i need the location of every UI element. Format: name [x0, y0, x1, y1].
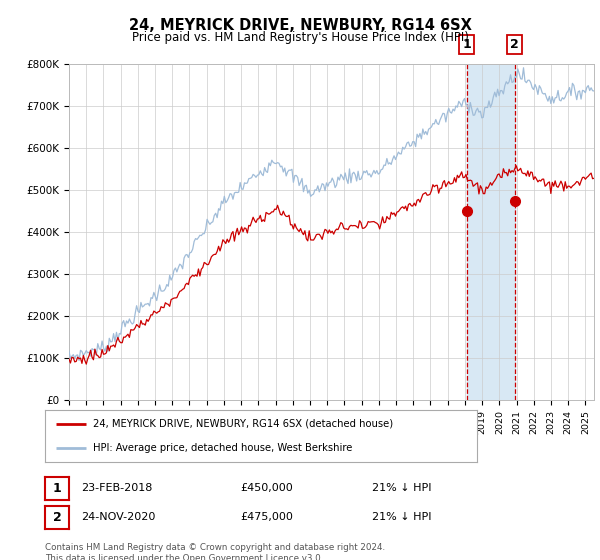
Text: £450,000: £450,000 — [240, 483, 293, 493]
Bar — [467, 64, 515, 400]
Text: HPI: Average price, detached house, West Berkshire: HPI: Average price, detached house, West… — [92, 443, 352, 453]
Text: 2: 2 — [511, 38, 519, 51]
Text: Price paid vs. HM Land Registry's House Price Index (HPI): Price paid vs. HM Land Registry's House … — [131, 31, 469, 44]
Text: 1: 1 — [463, 38, 472, 51]
Text: Contains HM Land Registry data © Crown copyright and database right 2024.
This d: Contains HM Land Registry data © Crown c… — [45, 543, 385, 560]
Text: 24, MEYRICK DRIVE, NEWBURY, RG14 6SX (detached house): 24, MEYRICK DRIVE, NEWBURY, RG14 6SX (de… — [92, 419, 392, 429]
Text: 24-NOV-2020: 24-NOV-2020 — [81, 512, 155, 522]
Text: 24, MEYRICK DRIVE, NEWBURY, RG14 6SX: 24, MEYRICK DRIVE, NEWBURY, RG14 6SX — [128, 18, 472, 33]
Text: 21% ↓ HPI: 21% ↓ HPI — [372, 483, 431, 493]
Text: 23-FEB-2018: 23-FEB-2018 — [81, 483, 152, 493]
Text: 1: 1 — [53, 482, 61, 495]
Text: 2: 2 — [53, 511, 61, 524]
Text: 21% ↓ HPI: 21% ↓ HPI — [372, 512, 431, 522]
Text: £475,000: £475,000 — [240, 512, 293, 522]
